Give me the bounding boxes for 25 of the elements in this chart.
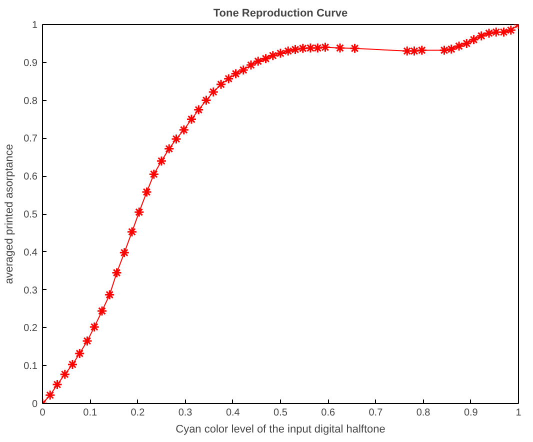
y-tick-label: 0.8 <box>24 96 38 107</box>
x-tick-label: 0.1 <box>83 408 98 418</box>
y-tick-label: 0.4 <box>24 247 38 258</box>
y-tick-label: 0.3 <box>24 285 38 296</box>
x-tick-label: 0.3 <box>178 408 193 418</box>
x-tick-label: 0 <box>40 408 46 418</box>
x-axis-title: Cyan color level of the input digital halftone <box>176 424 386 436</box>
x-tick-label: 0.5 <box>274 408 288 418</box>
x-tick-label: 0.7 <box>368 408 384 418</box>
x-tick-label: 0.2 <box>130 408 146 418</box>
x-tick-label: 0.4 <box>226 408 240 418</box>
y-axis-title: averaged printed asorptance <box>4 144 16 284</box>
y-tick-label: 0.6 <box>24 172 38 183</box>
x-tick-label: 0.8 <box>416 408 431 418</box>
y-tick-label: 0.9 <box>24 58 38 69</box>
y-tick-label: 1 <box>32 20 38 31</box>
y-tick-label: 0.1 <box>24 361 38 372</box>
x-tick-label: 0.6 <box>321 408 336 418</box>
x-tick-label: 1 <box>516 408 522 418</box>
y-tick-label: 0 <box>32 399 38 410</box>
y-tick-label: 0.2 <box>24 323 38 334</box>
y-tick-label: 0.7 <box>24 134 38 145</box>
chart-title: Tone Reproduction Curve <box>213 8 348 20</box>
y-tick-label: 0.5 <box>24 210 38 220</box>
x-tick-label: 0.9 <box>464 408 478 418</box>
